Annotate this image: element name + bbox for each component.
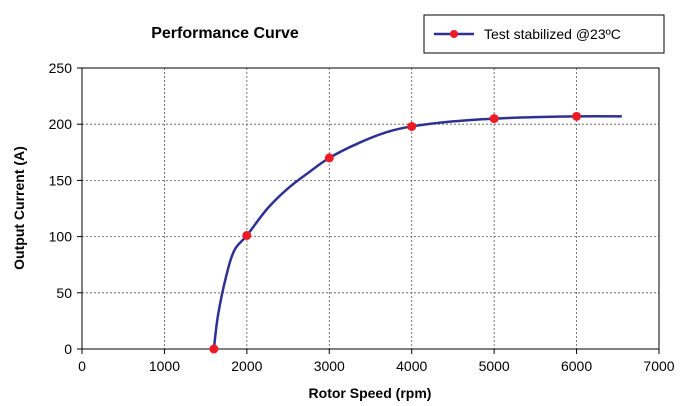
data-point-marker [572, 111, 582, 121]
legend-marker-swatch [450, 30, 458, 38]
gridlines [82, 68, 659, 349]
x-tick-label: 6000 [561, 358, 592, 374]
chart-title: Performance Curve [151, 25, 299, 42]
series-line [212, 115, 622, 350]
x-tick-label: 4000 [396, 358, 427, 374]
data-point-marker [407, 121, 417, 131]
x-tick-label: 5000 [479, 358, 510, 374]
y-tick-label: 100 [49, 229, 73, 245]
plot-area-frame [81, 67, 660, 350]
series-layer [209, 111, 622, 354]
data-point-marker [242, 230, 252, 240]
y-tick-label: 200 [49, 116, 73, 132]
y-tick-label: 0 [64, 341, 72, 357]
y-tick-label: 150 [49, 172, 73, 188]
legend-entry-label: Test stabilized @23ºC [484, 26, 621, 42]
x-tick-label: 7000 [643, 358, 674, 374]
x-tick-label: 1000 [149, 358, 180, 374]
x-tick-label: 2000 [231, 358, 262, 374]
legend: Test stabilized @23ºC [423, 14, 665, 54]
x-axis-label: Rotor Speed (rpm) [309, 385, 432, 401]
x-tick-label: 0 [78, 358, 86, 374]
data-point-marker [324, 153, 334, 163]
axis-ticks: 0 1000 2000 3000 4000 5000 6000 7000 0 50 100 150 20… [49, 60, 675, 374]
y-tick-label: 250 [49, 60, 73, 76]
data-point-marker [209, 344, 219, 354]
y-axis-label: Output Current (A) [11, 146, 27, 270]
y-tick-label: 50 [56, 285, 72, 301]
data-point-marker [489, 114, 499, 124]
x-tick-label: 3000 [314, 358, 345, 374]
